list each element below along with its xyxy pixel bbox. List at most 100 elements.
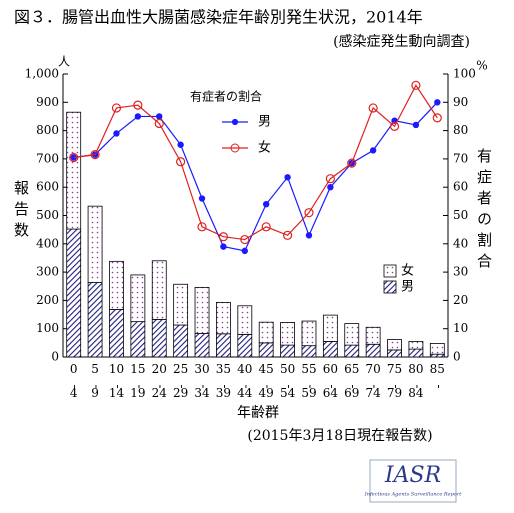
marker — [156, 113, 163, 120]
marker — [347, 158, 357, 168]
x-tick-label: 70 -74 — [365, 362, 382, 400]
bar — [66, 228, 82, 358]
marker — [389, 121, 400, 131]
marker — [111, 103, 122, 113]
bar — [408, 348, 424, 358]
marker — [197, 222, 207, 232]
bar — [109, 309, 124, 358]
marker — [434, 99, 441, 106]
marker — [113, 130, 120, 137]
y-tick-label: 800 — [36, 123, 59, 137]
marker — [304, 208, 314, 218]
line — [73, 101, 438, 252]
bar — [408, 341, 424, 350]
marker — [325, 174, 335, 184]
bar — [109, 260, 124, 310]
note: (2015年3月18日現在報告数) — [247, 428, 432, 444]
marker — [176, 157, 186, 167]
x-tick-label: 0 -4 — [69, 362, 83, 400]
bar — [429, 343, 445, 355]
marker — [133, 100, 143, 110]
y2-tick-label: 10 — [453, 321, 468, 335]
marker — [177, 141, 184, 148]
y-axis-label: 報告数 — [12, 180, 30, 243]
marker — [368, 103, 378, 113]
bar — [258, 342, 274, 358]
logo-text: IASR — [384, 463, 441, 488]
marker — [284, 174, 291, 181]
chart-subtitle: (感染症発生動向調査) — [333, 33, 470, 50]
marker — [261, 222, 271, 232]
y-tick-label: 300 — [36, 265, 59, 279]
bar — [344, 323, 360, 346]
marker — [241, 247, 249, 255]
bar — [344, 344, 360, 358]
y-tick-label: 1,000 — [25, 67, 59, 81]
legend-label: 女 — [401, 263, 414, 279]
bar — [322, 341, 338, 358]
bar — [301, 345, 317, 358]
bar — [280, 322, 295, 346]
y-tick-label: 200 — [36, 293, 59, 307]
y-tick-label: 500 — [36, 208, 59, 222]
y-tick-label: 100 — [36, 321, 59, 335]
y-tick-label: 0 — [51, 350, 59, 364]
bar — [173, 283, 189, 326]
bar — [216, 333, 231, 358]
y2-tick-label: 50 — [453, 208, 468, 222]
x-tick-label: 5 -9 — [90, 362, 104, 400]
line — [73, 84, 438, 241]
bar — [66, 111, 82, 230]
marker — [411, 80, 421, 90]
bar — [322, 314, 338, 342]
marker — [198, 195, 206, 202]
x-tick-label: 45 -49 — [259, 362, 276, 400]
legend-label: 男 — [258, 115, 271, 130]
marker — [240, 234, 250, 245]
y-tick-label: 900 — [36, 95, 59, 109]
x-tick-label: 15 -19 — [130, 362, 147, 400]
bar — [429, 353, 445, 358]
chart-title: 図３．腸管出血性大腸菌感染症年齢別発生状況，2014年 — [14, 8, 423, 27]
legend-label: 女 — [258, 140, 271, 156]
bar — [387, 349, 402, 358]
y2-tick-label: 40 — [453, 236, 468, 250]
logo-subtitle: Infectious Agents Surveillance Report — [364, 492, 462, 498]
bar — [301, 320, 317, 347]
y2-tick-label: 20 — [453, 293, 468, 307]
logo-box — [369, 459, 457, 503]
x-tick-label: 50 -54 — [280, 362, 297, 400]
x-axis-label: 年齢群 — [237, 405, 279, 421]
x-tick-label: 60 -64 — [323, 362, 340, 400]
y2-unit: % — [476, 59, 487, 73]
y2-tick-label: 80 — [453, 123, 468, 137]
y-unit: 人 — [58, 55, 70, 69]
y-tick-label: 700 — [36, 151, 59, 165]
marker — [282, 230, 293, 240]
legend-marker — [230, 143, 240, 153]
marker — [305, 232, 313, 239]
bar — [365, 326, 381, 345]
y2-tick-label: 0 — [453, 350, 461, 364]
bar — [173, 324, 189, 358]
x-tick-label: 35 -39 — [216, 362, 233, 400]
y2-tick-label: 90 — [453, 95, 468, 109]
marker — [154, 118, 164, 129]
legend-swatch — [383, 264, 397, 278]
legend-marker — [231, 118, 239, 126]
bar — [280, 344, 295, 358]
marker — [412, 121, 420, 129]
x-tick-label: 30 -34 — [194, 362, 211, 400]
x-tick-label: 20 -24 — [152, 362, 169, 400]
marker — [327, 183, 334, 191]
legend-label: 男 — [401, 280, 414, 295]
bar — [237, 305, 253, 335]
bar — [194, 333, 210, 358]
marker — [134, 113, 142, 120]
marker — [432, 113, 442, 123]
x-tick-label: 25 -29 — [173, 362, 190, 400]
bar — [87, 282, 103, 358]
marker — [218, 232, 229, 242]
y2-tick-label: 70 — [453, 151, 468, 165]
legend-swatch — [383, 280, 397, 294]
